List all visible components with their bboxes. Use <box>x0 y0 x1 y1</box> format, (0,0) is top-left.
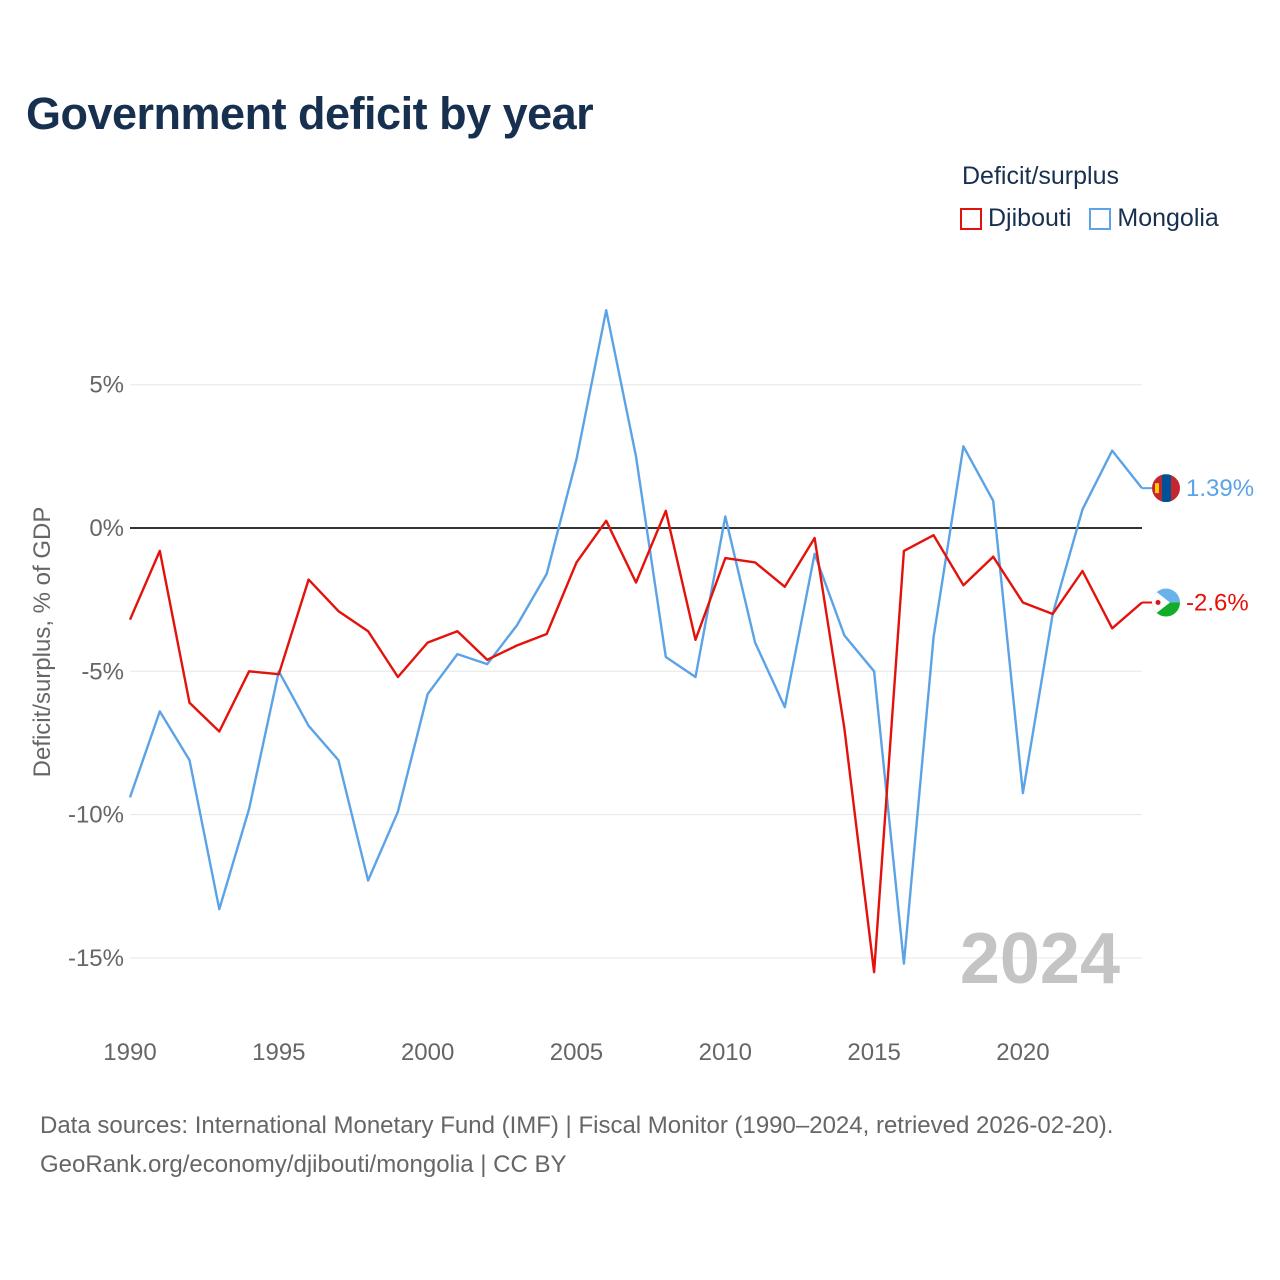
footer: Data sources: International Monetary Fun… <box>40 1106 1113 1184</box>
legend-label-djibouti: Djibouti <box>988 204 1072 232</box>
y-axis-ticks: 5% 0% -5% -10% -15% <box>68 372 124 972</box>
x-axis-ticks: 1990 1995 2000 2005 2010 2015 2020 <box>103 1039 1049 1066</box>
legend-label-mongolia: Mongolia <box>1117 204 1219 232</box>
end-markers <box>1152 474 1180 617</box>
legend-item-djibouti[interactable]: Djibouti <box>960 204 1071 233</box>
legend-swatch-mongolia <box>1089 207 1112 230</box>
legend-title: Deficit/surplus <box>962 162 1119 190</box>
x-tick-label: 2010 <box>699 1039 752 1066</box>
legend-item-mongolia[interactable]: Mongolia <box>1089 204 1219 233</box>
x-tick-label: 1995 <box>252 1039 305 1066</box>
y-tick-label: -5% <box>81 658 124 685</box>
series-line-djibouti[interactable] <box>128 509 1143 974</box>
chart-title: Government deficit by year <box>26 88 594 139</box>
legend: Djibouti Mongolia <box>960 204 1237 233</box>
end-label-mongolia: 1.39% <box>1186 475 1254 502</box>
attribution-text: GeoRank.org/economy/djibouti/mongolia | … <box>40 1151 567 1178</box>
series-line-mongolia[interactable] <box>128 309 1143 965</box>
end-label-djibouti: -2.6% <box>1186 590 1249 617</box>
x-tick-label: 2000 <box>401 1039 454 1066</box>
grid-lines <box>130 384 1142 959</box>
y-axis-label: Deficit/surplus, % of GDP <box>29 507 56 778</box>
data-source-text: Data sources: International Monetary Fun… <box>40 1112 1114 1139</box>
legend-swatch-djibouti <box>960 207 982 230</box>
series-lines <box>128 309 1143 974</box>
y-tick-label: -10% <box>68 802 124 829</box>
x-tick-label: 2015 <box>847 1039 900 1066</box>
x-tick-label: 2020 <box>996 1039 1049 1066</box>
end-labels: -2.6% 1.39% <box>1142 475 1254 617</box>
year-watermark: 2024 <box>960 919 1120 999</box>
x-tick-label: 2005 <box>550 1039 603 1066</box>
y-tick-label: 5% <box>89 372 124 399</box>
y-tick-label: -15% <box>68 945 124 972</box>
y-tick-label: 0% <box>89 515 124 542</box>
mongolia-flag-icon <box>1152 474 1180 503</box>
djibouti-flag-icon <box>1152 588 1180 617</box>
x-tick-label: 1990 <box>103 1039 156 1066</box>
